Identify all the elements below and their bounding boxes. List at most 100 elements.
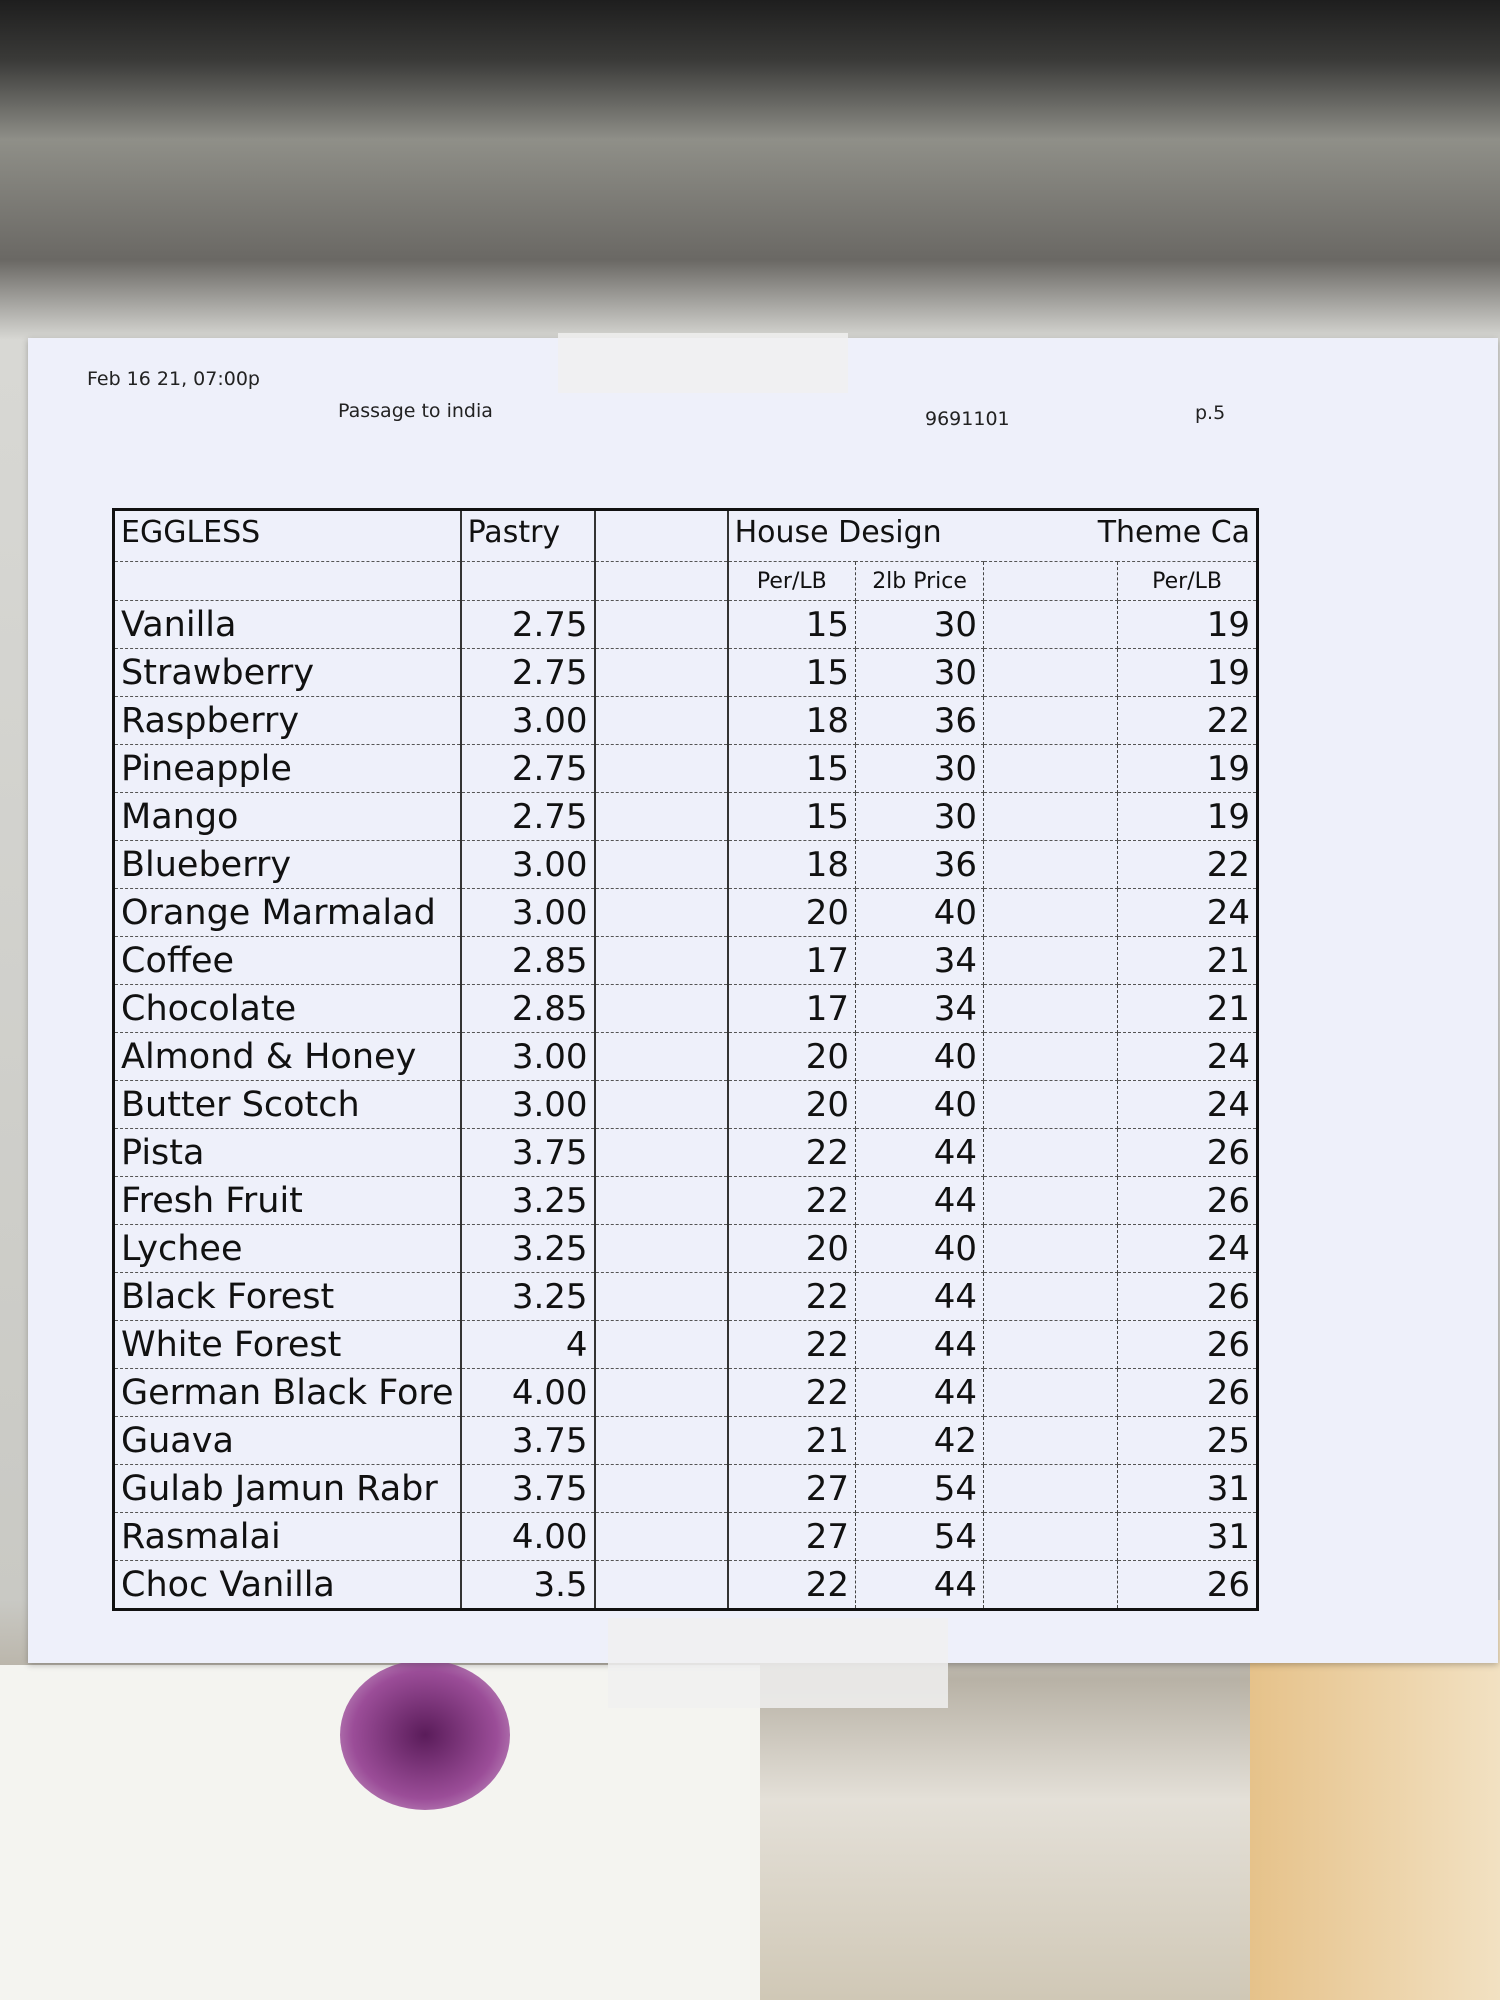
pastry-price: 2.75 (460, 600, 596, 649)
empty-cell (594, 1032, 729, 1081)
table-row: Fresh Fruit 3.25 22 44 26 (113, 1176, 1258, 1225)
fax-phone: 9691101 (925, 408, 1010, 430)
pastry-price: 3.25 (460, 1176, 596, 1225)
table-row: Mango 2.75 15 30 19 (113, 792, 1258, 841)
pastry-price: 3.25 (460, 1224, 596, 1273)
subcolumn-header: Per/LB (1117, 561, 1258, 601)
house-per-lb: 22 (727, 1320, 857, 1369)
empty-cell (983, 1560, 1119, 1610)
price-table: EGGLESS Pastry House Design Theme Ca Per/LB 2… (112, 508, 1260, 1611)
table-row: EGGLESS Pastry House Design Theme Ca (113, 509, 1258, 562)
house-2lb-price: 44 (855, 1176, 985, 1225)
fax-page: p.5 (1195, 402, 1226, 424)
pastry-price: 3.75 (460, 1464, 596, 1513)
table-row: Butter Scotch 3.00 20 40 24 (113, 1080, 1258, 1129)
house-per-lb: 22 (727, 1272, 857, 1321)
theme-per-lb: 21 (1117, 936, 1258, 985)
theme-per-lb: 26 (1117, 1128, 1258, 1177)
table-row: White Forest 4 22 44 26 (113, 1320, 1258, 1369)
pastry-price: 3.5 (460, 1560, 596, 1610)
theme-per-lb: 26 (1117, 1272, 1258, 1321)
tape (608, 1618, 948, 1708)
pastry-price: 3.00 (460, 840, 596, 889)
house-per-lb: 27 (727, 1464, 857, 1513)
flavor-name: White Forest (113, 1320, 462, 1369)
fax-date: Feb 16 21, 07:00p (87, 368, 260, 390)
empty-cell (983, 1224, 1119, 1273)
empty-cell (594, 984, 729, 1033)
pastry-price: 3.25 (460, 1272, 596, 1321)
house-2lb-price: 42 (855, 1416, 985, 1465)
house-per-lb: 15 (727, 648, 857, 697)
column-header: Pastry (460, 509, 596, 562)
empty-cell (113, 561, 462, 601)
table-row: Orange Marmalad 3.00 20 40 24 (113, 888, 1258, 937)
table-row: Guava 3.75 21 42 25 (113, 1416, 1258, 1465)
house-per-lb: 18 (727, 840, 857, 889)
empty-cell (594, 648, 729, 697)
table-row: German Black Fore 4.00 22 44 26 (113, 1368, 1258, 1417)
pastry-price: 3.00 (460, 1080, 596, 1129)
house-per-lb: 22 (727, 1560, 857, 1610)
theme-per-lb: 21 (1117, 984, 1258, 1033)
empty-cell (983, 1464, 1119, 1513)
empty-cell (594, 1512, 729, 1561)
table-row: Rasmalai 4.00 27 54 31 (113, 1512, 1258, 1561)
house-2lb-price: 30 (855, 792, 985, 841)
flavor-name: Pineapple (113, 744, 462, 793)
empty-cell (983, 1416, 1119, 1465)
empty-cell (983, 1128, 1119, 1177)
house-2lb-price: 30 (855, 648, 985, 697)
flavor-name: Vanilla (113, 600, 462, 649)
house-2lb-price: 40 (855, 1080, 985, 1129)
table-row: Coffee 2.85 17 34 21 (113, 936, 1258, 985)
pastry-price: 2.85 (460, 984, 596, 1033)
theme-per-lb: 19 (1117, 792, 1258, 841)
pastry-price: 3.00 (460, 888, 596, 937)
empty-cell (594, 1272, 729, 1321)
column-header: House Design (727, 509, 984, 562)
pastry-price: 2.75 (460, 744, 596, 793)
empty-cell (594, 1464, 729, 1513)
house-2lb-price: 30 (855, 744, 985, 793)
empty-cell (594, 792, 729, 841)
flavor-name: Gulab Jamun Rabr (113, 1464, 462, 1513)
theme-per-lb: 19 (1117, 744, 1258, 793)
house-2lb-price: 40 (855, 888, 985, 937)
table-row: Almond & Honey 3.00 20 40 24 (113, 1032, 1258, 1081)
house-per-lb: 18 (727, 696, 857, 745)
table-row: Vanilla 2.75 15 30 19 (113, 600, 1258, 649)
pastry-price: 3.75 (460, 1128, 596, 1177)
house-per-lb: 15 (727, 792, 857, 841)
house-2lb-price: 54 (855, 1512, 985, 1561)
house-2lb-price: 34 (855, 984, 985, 1033)
empty-cell (594, 509, 729, 562)
column-header: Theme Ca (983, 509, 1258, 562)
theme-per-lb: 31 (1117, 1464, 1258, 1513)
empty-cell (983, 1320, 1119, 1369)
table-row: Strawberry 2.75 15 30 19 (113, 648, 1258, 697)
theme-per-lb: 26 (1117, 1176, 1258, 1225)
theme-per-lb: 24 (1117, 1224, 1258, 1273)
empty-cell (594, 1080, 729, 1129)
empty-cell (594, 600, 729, 649)
theme-per-lb: 26 (1117, 1560, 1258, 1610)
house-per-lb: 15 (727, 744, 857, 793)
empty-cell (983, 561, 1119, 601)
house-per-lb: 20 (727, 1032, 857, 1081)
subcolumn-header: 2lb Price (855, 561, 985, 601)
house-per-lb: 27 (727, 1512, 857, 1561)
theme-per-lb: 26 (1117, 1368, 1258, 1417)
flavor-name: Raspberry (113, 696, 462, 745)
house-2lb-price: 40 (855, 1032, 985, 1081)
empty-cell (594, 561, 729, 601)
pastry-price: 4.00 (460, 1368, 596, 1417)
house-2lb-price: 44 (855, 1272, 985, 1321)
table-row: Gulab Jamun Rabr 3.75 27 54 31 (113, 1464, 1258, 1513)
theme-per-lb: 26 (1117, 1320, 1258, 1369)
theme-per-lb: 19 (1117, 648, 1258, 697)
theme-per-lb: 19 (1117, 600, 1258, 649)
empty-cell (594, 1560, 729, 1610)
flavor-name: Guava (113, 1416, 462, 1465)
table-row: Choc Vanilla 3.5 22 44 26 (113, 1560, 1258, 1610)
